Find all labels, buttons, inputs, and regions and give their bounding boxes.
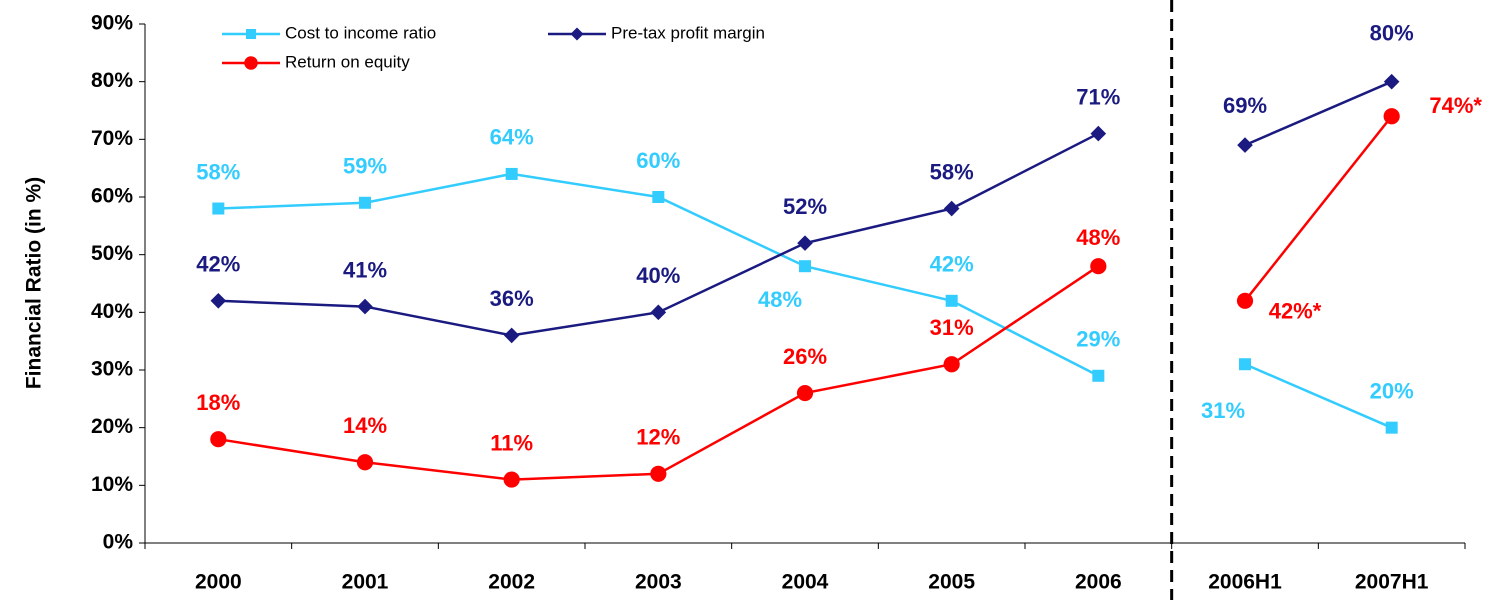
marker: [356, 454, 374, 471]
marker: [246, 29, 256, 39]
value-label: 42%: [930, 252, 974, 277]
x-tick-label: 2004: [782, 571, 829, 594]
marker: [943, 356, 960, 373]
value-label: 60%: [636, 148, 680, 173]
y-tick-label: 80%: [91, 69, 133, 92]
marker: [1383, 108, 1400, 125]
marker: [797, 235, 813, 251]
value-label: 64%: [490, 125, 534, 150]
legend-label: Pre-tax profit margin: [611, 23, 765, 42]
marker: [1237, 137, 1253, 153]
value-label: 74%*: [1429, 93, 1482, 118]
y-tick-label: 0%: [103, 531, 134, 554]
value-label: 42%*: [1269, 299, 1322, 324]
y-tick-label: 60%: [91, 185, 133, 208]
y-tick-label: 10%: [91, 473, 133, 496]
y-tick-label: 50%: [91, 242, 133, 265]
value-label: 31%: [1201, 398, 1245, 423]
marker: [650, 304, 667, 321]
marker: [357, 298, 373, 315]
x-tick-label: 2006: [1075, 571, 1122, 594]
x-tick-label: 2000: [195, 571, 242, 594]
value-label: 52%: [783, 194, 827, 219]
marker: [503, 471, 520, 488]
marker: [1090, 258, 1107, 275]
marker: [570, 27, 584, 41]
value-label: 42%: [196, 252, 240, 277]
value-label: 69%: [1223, 93, 1267, 118]
value-label: 71%: [1076, 84, 1120, 109]
marker: [1239, 358, 1251, 371]
y-tick-label: 20%: [91, 415, 133, 438]
marker: [212, 202, 225, 215]
value-label: 59%: [343, 154, 387, 179]
x-tick-label: 2007H1: [1355, 571, 1429, 594]
marker: [244, 56, 258, 70]
marker: [503, 327, 520, 344]
marker: [943, 200, 960, 217]
marker: [359, 196, 371, 209]
value-label: 41%: [343, 257, 387, 282]
marker: [1236, 292, 1254, 309]
marker: [210, 431, 227, 448]
value-label: 80%: [1370, 20, 1414, 45]
value-label: 18%: [196, 390, 240, 415]
value-label: 48%: [758, 287, 802, 312]
value-label: 20%: [1370, 378, 1414, 403]
value-label: 12%: [636, 425, 680, 450]
y-axis-label: Financial Ratio (in %): [23, 177, 46, 389]
x-tick-label: 2002: [488, 571, 535, 594]
value-label: 14%: [343, 413, 387, 438]
y-tick-label: 70%: [91, 127, 133, 150]
x-tick-label: 2003: [635, 571, 682, 594]
series-line: [1244, 115, 1393, 302]
marker: [650, 465, 667, 482]
series-line: [1244, 80, 1393, 147]
marker: [945, 294, 958, 307]
value-label: 58%: [196, 159, 240, 184]
marker: [1385, 421, 1398, 434]
value-label: 36%: [490, 286, 534, 311]
series-line: [1244, 363, 1393, 429]
marker: [799, 260, 811, 273]
value-label: 48%: [1076, 225, 1120, 250]
value-label: 11%: [490, 430, 533, 455]
marker: [652, 191, 665, 203]
value-label: 26%: [783, 344, 827, 369]
marker: [796, 384, 814, 402]
x-tick-label: 2006H1: [1208, 571, 1282, 594]
y-tick-label: 30%: [91, 358, 133, 381]
value-label: 29%: [1076, 327, 1120, 352]
marker: [1383, 73, 1400, 90]
marker: [1090, 125, 1107, 142]
y-tick-label: 90%: [91, 12, 133, 35]
legend-label: Return on equity: [285, 52, 410, 71]
y-tick-label: 40%: [91, 300, 133, 323]
marker: [505, 167, 518, 180]
legend-label: Cost to income ratio: [285, 23, 436, 42]
marker: [1092, 369, 1105, 382]
marker: [210, 293, 227, 309]
x-tick-label: 2005: [928, 571, 975, 594]
value-label: 31%: [930, 315, 974, 340]
x-tick-label: 2001: [342, 571, 389, 594]
value-label: 58%: [930, 159, 974, 184]
value-label: 40%: [636, 263, 680, 288]
